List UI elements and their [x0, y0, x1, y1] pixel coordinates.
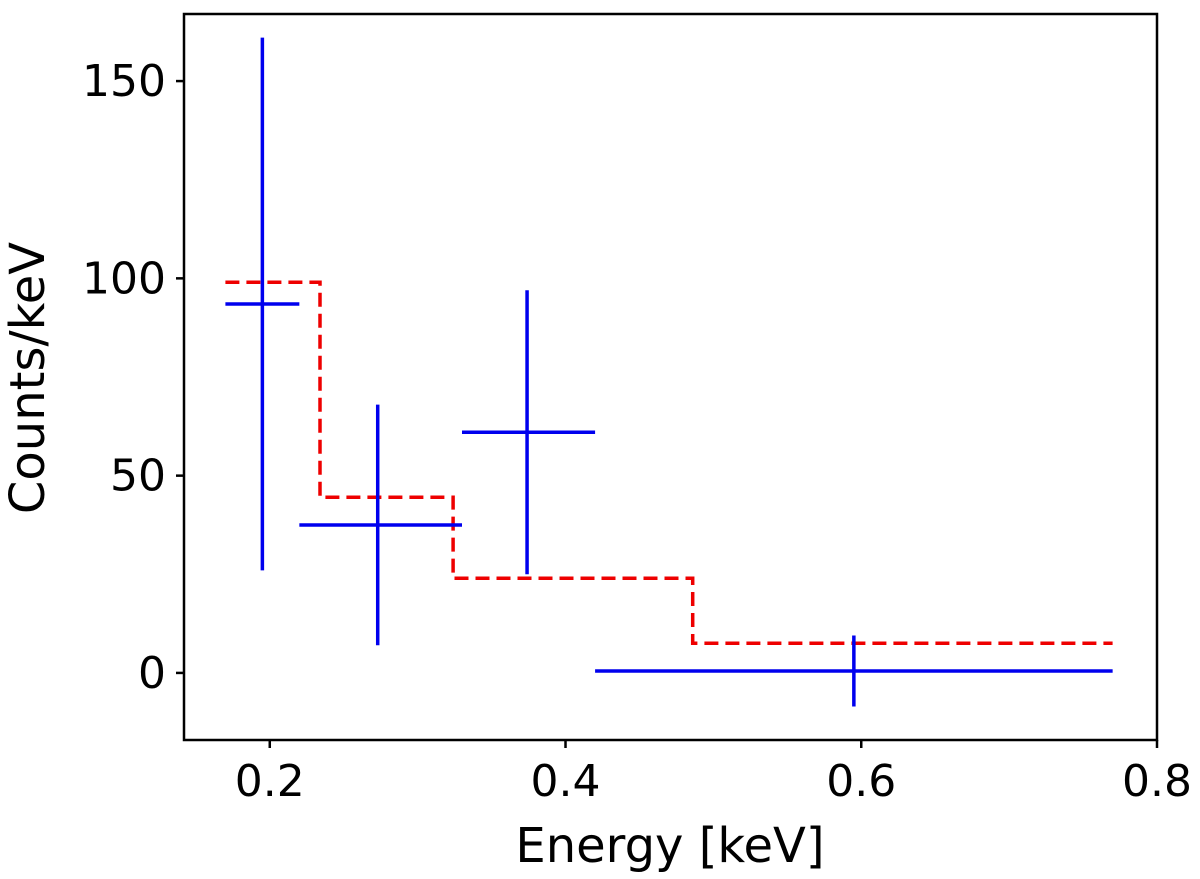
- plot-frame: [182, 12, 1159, 742]
- data-point-4: [595, 635, 1113, 707]
- x-tick-label: 0.2: [235, 756, 305, 807]
- data-point-1: [225, 37, 300, 571]
- x-tick-label: 0.6: [826, 756, 896, 807]
- plot-content: [225, 37, 1113, 707]
- x-tick-label: 0.8: [1122, 756, 1192, 807]
- y-axis: 0 50 100 150: [82, 56, 184, 699]
- x-axis-label: Energy [keV]: [515, 818, 824, 874]
- model-step-line: [225, 280, 1113, 646]
- y-tick-label: 50: [110, 451, 166, 502]
- x-tick-label: 0.4: [531, 756, 601, 807]
- data-point-3: [462, 290, 596, 575]
- y-tick-label: 100: [82, 253, 166, 304]
- data-point-2: [299, 404, 462, 646]
- y-axis-label: Counts/keV: [0, 242, 56, 514]
- y-tick-label: 150: [82, 56, 166, 107]
- y-tick-label: 0: [138, 648, 166, 699]
- x-axis: 0.2 0.4 0.6 0.8: [235, 740, 1192, 807]
